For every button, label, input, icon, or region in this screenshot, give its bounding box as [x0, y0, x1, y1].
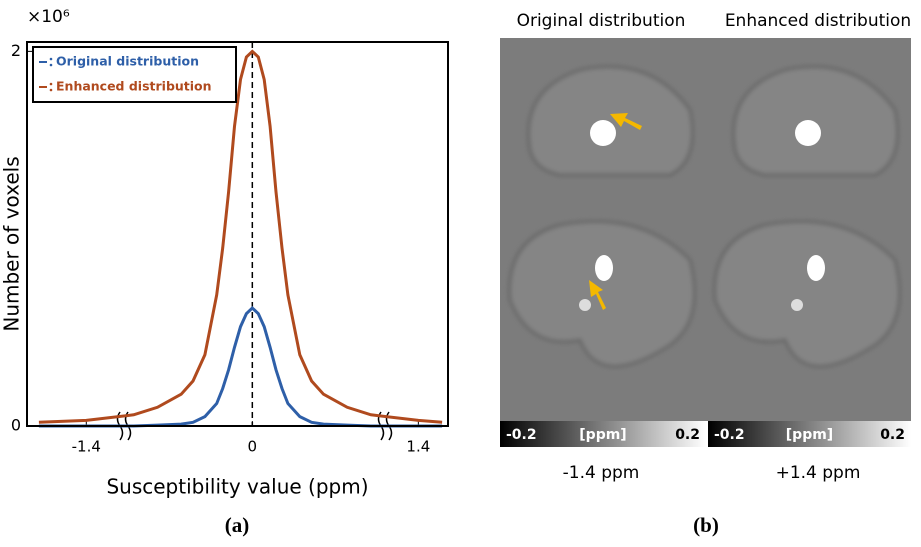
x-tick-label: 0 — [248, 438, 258, 456]
arrows — [589, 113, 642, 310]
y-multiplier: ×10⁶ — [27, 7, 70, 27]
series-line — [38, 49, 443, 424]
y-axis-label: Number of voxels — [0, 156, 24, 331]
series-line — [38, 305, 443, 428]
colorbar-max: 0.2 — [675, 427, 700, 443]
legend-label: Enhanced distribution — [56, 79, 212, 94]
bright-spots — [579, 120, 825, 311]
panel-label: (a) — [225, 513, 250, 537]
colorbar-unit: [ppm] — [579, 427, 626, 443]
colorbar-max: 0.2 — [880, 427, 905, 443]
colorbar-min: -0.2 — [506, 427, 537, 443]
legend-colon — [49, 57, 53, 61]
image-caption: -1.4 ppm — [563, 463, 640, 483]
legend-box — [32, 46, 237, 103]
colorbar-min: -0.2 — [714, 427, 745, 443]
panel-label: (b) — [693, 513, 719, 537]
legend-colon — [49, 63, 53, 67]
legend-colon — [49, 82, 53, 86]
x-tick-label: -1.4 — [72, 438, 101, 456]
plot-frame — [26, 41, 449, 427]
colorbar — [708, 421, 911, 447]
image-caption: +1.4 ppm — [776, 463, 861, 483]
legend-colon — [49, 88, 53, 92]
y-tick-label: 0 — [11, 416, 21, 435]
y-tick-label: 2 — [11, 41, 21, 60]
colorbar-unit: [ppm] — [786, 427, 833, 443]
x-tick-label: 1.4 — [406, 438, 430, 456]
column-title: Original distribution — [517, 11, 686, 31]
colorbar — [500, 421, 706, 447]
brain-images — [508, 65, 901, 368]
column-title: Enhanced distribution — [725, 11, 911, 31]
x-axis-label: Susceptibility value (ppm) — [106, 475, 368, 499]
legend-label: Original distribution — [56, 54, 199, 69]
